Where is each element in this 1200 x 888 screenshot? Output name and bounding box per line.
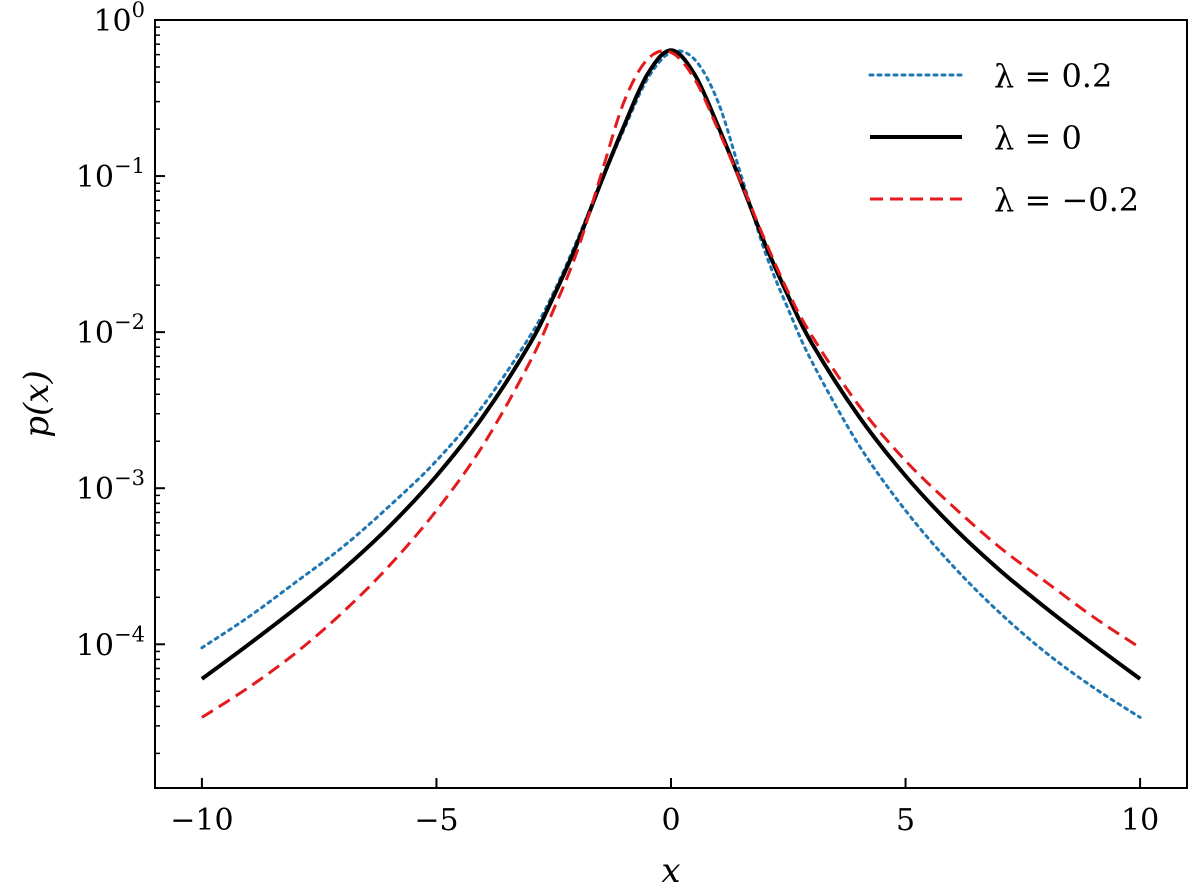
y-tick-exponent: −3 xyxy=(114,466,145,490)
y-tick-base: 10 xyxy=(76,316,114,351)
legend-label: λ = 0.2 xyxy=(994,57,1112,95)
x-tick-label: −5 xyxy=(414,803,458,838)
y-tick-label: 100 xyxy=(93,0,145,39)
y-tick-label: 10−2 xyxy=(76,310,145,351)
x-axis-ticks: −10 −5 0 5 10 xyxy=(170,778,1159,838)
x-tick-label: 0 xyxy=(661,803,680,838)
x-tick-label: 10 xyxy=(1121,803,1159,838)
y-tick-base: 10 xyxy=(76,472,114,507)
y-tick-exponent: −1 xyxy=(114,154,145,178)
x-axis-label: x xyxy=(661,851,680,888)
y-tick-label: 10−3 xyxy=(76,466,145,507)
y-tick-label: 10−1 xyxy=(76,154,145,195)
series-line xyxy=(201,49,1141,719)
x-tick-label: 5 xyxy=(896,803,915,838)
series-line xyxy=(200,48,1142,681)
series-lines xyxy=(200,48,1142,719)
y-tick-base: 10 xyxy=(76,628,114,663)
x-tick-label: −10 xyxy=(170,803,233,838)
y-axis-label: p(x) xyxy=(17,370,57,437)
legend: λ = 0.2 λ = 0 λ = −0.2 xyxy=(868,57,1139,219)
y-tick-exponent: −2 xyxy=(114,310,145,334)
y-tick-base: 10 xyxy=(76,160,114,195)
y-tick-label: 10−4 xyxy=(76,622,145,663)
y-tick-exponent: 0 xyxy=(132,0,145,22)
y-tick-base: 10 xyxy=(93,4,131,39)
legend-label: λ = 0 xyxy=(994,119,1082,157)
y-tick-exponent: −4 xyxy=(114,622,145,646)
legend-label: λ = −0.2 xyxy=(994,181,1139,219)
